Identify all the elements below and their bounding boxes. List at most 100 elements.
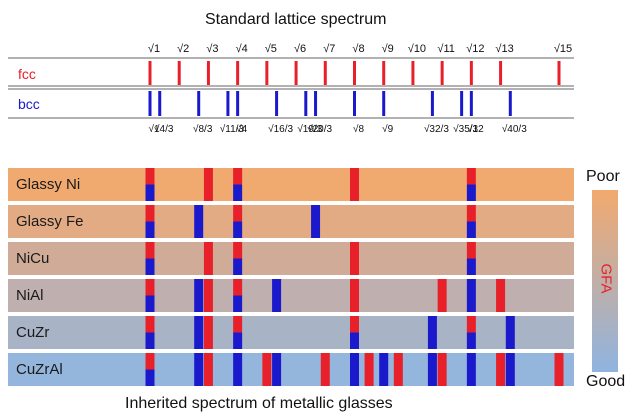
bcc-peak bbox=[158, 91, 162, 116]
fcc-tick-label: √4 bbox=[236, 43, 248, 55]
bcc-glass-peak bbox=[466, 279, 476, 312]
bcc-glass-peak bbox=[145, 295, 155, 312]
glass-row-band bbox=[8, 168, 574, 201]
bcc-glass-peak bbox=[427, 316, 437, 349]
fcc-glass-peak bbox=[496, 353, 506, 386]
bcc-tick-label: √4/3 bbox=[154, 123, 174, 135]
fcc-tick-label: √3 bbox=[206, 43, 218, 55]
fcc-tick-label: √13 bbox=[495, 43, 513, 55]
bcc-glass-peak bbox=[233, 295, 243, 312]
bcc-glass-peak bbox=[194, 279, 204, 312]
fcc-peak bbox=[411, 61, 415, 85]
fcc-peak bbox=[353, 61, 356, 85]
fcc-tick-label: √15 bbox=[554, 43, 572, 55]
bcc-peak bbox=[508, 91, 512, 116]
fcc-glass-peak bbox=[364, 353, 374, 386]
glass-row-band bbox=[8, 242, 574, 275]
fcc-glass-peak bbox=[262, 353, 272, 386]
bcc-peak bbox=[314, 91, 318, 116]
bcc-label: bcc bbox=[18, 96, 40, 112]
bcc-tick-label: √4 bbox=[236, 123, 247, 135]
bcc-glass-peak bbox=[233, 221, 243, 238]
glass-row-label: NiCu bbox=[16, 250, 50, 267]
fcc-peak bbox=[294, 61, 298, 85]
fcc-tick-label: √2 bbox=[177, 43, 189, 55]
bcc-glass-peak bbox=[311, 205, 321, 238]
fcc-glass-peak bbox=[466, 168, 476, 185]
fcc-peak bbox=[440, 61, 444, 85]
fcc-glass-peak bbox=[466, 316, 476, 333]
bcc-glass-peak bbox=[145, 369, 155, 386]
bcc-tick-label: √1 bbox=[148, 123, 159, 135]
fcc-tick-label: √10 bbox=[408, 43, 426, 55]
bcc-glass-peak bbox=[466, 184, 476, 201]
fcc-glass-peak bbox=[203, 279, 213, 312]
fcc-glass-peak bbox=[203, 316, 213, 349]
fcc-peak bbox=[265, 61, 269, 85]
glass-row-label: CuZrAl bbox=[16, 361, 63, 378]
fcc-glass-peak bbox=[145, 242, 155, 259]
bcc-glass-peak bbox=[272, 279, 282, 312]
fcc-glass-peak bbox=[233, 242, 243, 259]
fcc-glass-peak bbox=[145, 168, 155, 185]
bcc-peak bbox=[275, 91, 279, 116]
fcc-glass-peak bbox=[145, 316, 155, 333]
fcc-glass-peak bbox=[496, 279, 506, 312]
fcc-glass-peak bbox=[437, 279, 447, 312]
fcc-glass-peak bbox=[350, 279, 359, 312]
glass-row-band bbox=[8, 205, 574, 238]
fcc-glass-peak bbox=[350, 242, 359, 275]
bcc-tick-label: √16/3 bbox=[268, 123, 293, 135]
bcc-glass-peak bbox=[466, 221, 476, 238]
bcc-peak bbox=[469, 91, 473, 116]
gfa-poor-label: Poor bbox=[586, 168, 620, 185]
bcc-tick-label: √20/3 bbox=[307, 123, 332, 135]
fcc-glass-peak bbox=[233, 279, 243, 296]
gfa-axis-label: GFA bbox=[597, 263, 615, 294]
fcc-peak bbox=[206, 61, 210, 85]
fcc-glass-peak bbox=[145, 279, 155, 296]
bcc-glass-peak bbox=[194, 353, 204, 386]
bcc-tick-label: √11/3 bbox=[220, 123, 245, 135]
fcc-label: fcc bbox=[18, 66, 36, 82]
gfa-gradient-bar bbox=[592, 190, 618, 372]
fcc-glass-peak bbox=[203, 242, 213, 275]
fcc-peak bbox=[148, 61, 152, 85]
bcc-glass-peak bbox=[233, 332, 243, 349]
bcc-glass-peak bbox=[233, 258, 243, 275]
fcc-glass-peak bbox=[145, 353, 155, 370]
glass-row-label: Glassy Fe bbox=[16, 213, 84, 230]
fcc-glass-peak bbox=[203, 168, 213, 201]
bcc-glass-peak bbox=[466, 258, 476, 275]
fcc-tick-label: √9 bbox=[382, 43, 394, 55]
fcc-peak bbox=[499, 61, 503, 85]
fcc-glass-peak bbox=[393, 353, 403, 386]
top-title: Standard lattice spectrum bbox=[205, 11, 387, 28]
fcc-glass-peak bbox=[466, 205, 476, 222]
bcc-glass-peak bbox=[233, 184, 243, 201]
bcc-tick-label: √8/3 bbox=[193, 123, 213, 135]
bcc-glass-peak bbox=[272, 353, 282, 386]
bcc-tick-label: √32/3 bbox=[424, 123, 449, 135]
bcc-tick-label: √12 bbox=[467, 123, 484, 135]
fcc-glass-peak bbox=[554, 353, 564, 386]
fcc-tick-label: √7 bbox=[323, 43, 335, 55]
glass-row-label: Glassy Ni bbox=[16, 176, 81, 193]
fcc-tick-label: √5 bbox=[265, 43, 277, 55]
fcc-glass-peak bbox=[233, 168, 243, 185]
fcc-tick-label: √1 bbox=[148, 43, 160, 55]
bcc-glass-peak bbox=[466, 353, 476, 386]
fcc-glass-peak bbox=[233, 316, 243, 333]
bcc-glass-peak bbox=[145, 184, 155, 201]
bcc-peak bbox=[382, 91, 386, 116]
bcc-glass-peak bbox=[233, 353, 243, 386]
bcc-glass-peak bbox=[505, 353, 515, 386]
fcc-peak bbox=[177, 61, 181, 85]
fcc-tick-label: √8 bbox=[352, 43, 364, 55]
bcc-tick-label: √35/3 bbox=[453, 123, 478, 135]
bcc-peak bbox=[460, 91, 464, 116]
bcc-glass-peak bbox=[145, 258, 155, 275]
fcc-tick-label: √12 bbox=[466, 43, 484, 55]
bcc-glass-peak bbox=[145, 221, 155, 238]
